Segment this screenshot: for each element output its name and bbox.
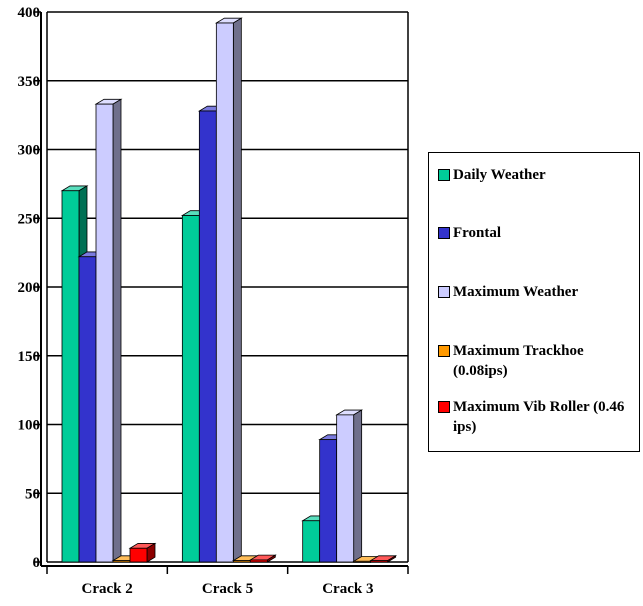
legend-swatch [438,286,450,298]
legend-label: Maximum Weather [453,284,579,300]
bar [181,215,200,563]
y-tick-label: 250 [18,211,41,227]
bar-side [112,98,122,563]
legend-label: Frontal [453,225,502,241]
bar [95,103,114,563]
x-tick-label: Crack 5 [202,581,253,597]
legend-item-maximum-weather: Maximum Weather [438,282,638,302]
bar [129,547,148,563]
legend-label: Maximum Vib Roller (0.46 ips) [453,399,625,435]
x-tick-label: Crack 3 [322,581,373,597]
y-tick-label: 0 [33,555,41,571]
bar [370,560,389,563]
y-tick-label: 200 [18,280,41,296]
x-tick-label: Crack 2 [82,581,133,597]
bar [232,560,251,563]
y-tick-label: 350 [18,74,41,90]
bar [112,560,131,563]
legend-swatch [438,401,450,413]
y-tick-label: 400 [18,5,41,21]
legend-swatch [438,345,450,357]
bar-side [232,17,242,563]
bar [249,559,268,563]
bar [302,520,321,563]
legend: Daily Weather Frontal Maximum Weather Ma… [428,152,640,452]
y-tick-label: 50 [25,486,40,502]
bar [353,560,372,563]
legend-label: Maximum Trackhoe (0.08ips) [453,343,584,379]
y-tick-label: 300 [18,143,41,159]
bar-side [353,409,363,563]
legend-item-maximum-trackhoe: Maximum Trackhoe (0.08ips) [438,341,638,381]
legend-item-daily-weather: Daily Weather [438,165,638,185]
y-tick-label: 100 [18,418,41,434]
bar [78,256,97,563]
legend-label: Daily Weather [453,167,546,183]
bar [336,414,355,563]
bar [61,190,80,563]
bar [215,22,234,563]
legend-item-maximum-vib-roller: Maximum Vib Roller (0.46 ips) [438,397,638,437]
bar [319,439,338,563]
legend-item-frontal: Frontal [438,223,638,243]
bar [198,110,217,563]
legend-swatch [438,169,450,181]
y-tick-label: 150 [18,349,41,365]
legend-swatch [438,227,450,239]
